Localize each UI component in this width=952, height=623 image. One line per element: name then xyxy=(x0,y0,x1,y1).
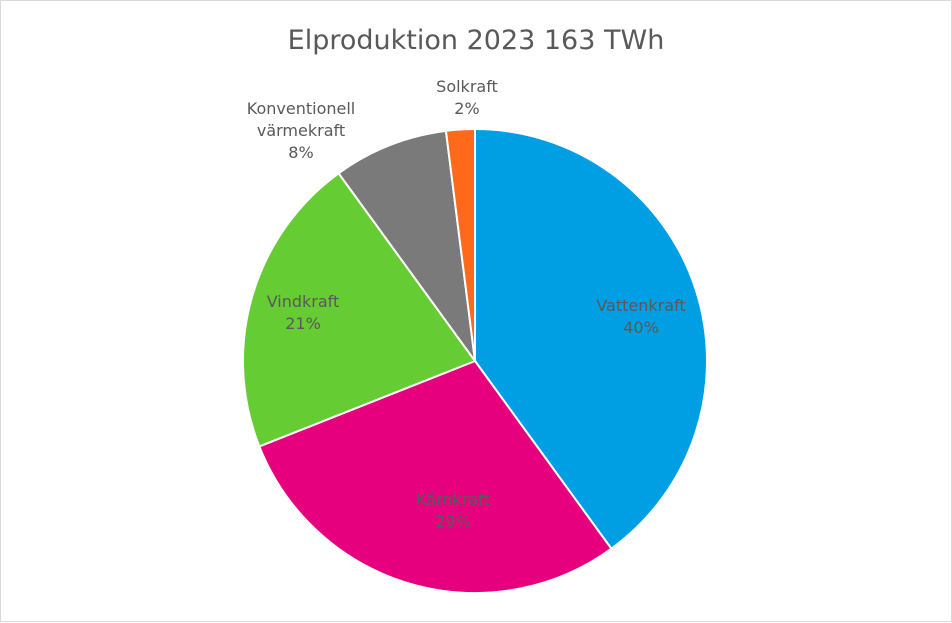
label-pct: 29% xyxy=(435,512,471,531)
label-pct: 2% xyxy=(454,99,480,118)
pie-slice-vattenkraft xyxy=(474,127,708,551)
label-name-line2: värmekraft xyxy=(256,121,346,140)
label-vattenkraft: Vattenkraft 40% xyxy=(596,295,685,339)
pie-slice-solkraft xyxy=(444,127,476,362)
label-pct: 21% xyxy=(285,314,321,333)
label-name: Kärnkraft xyxy=(416,490,490,509)
label-solkraft: Solkraft 2% xyxy=(436,76,498,120)
label-karnkraft: Kärnkraft 29% xyxy=(416,489,490,533)
pie-slice-vindkraft xyxy=(242,171,477,448)
label-name: Vindkraft xyxy=(266,292,340,311)
label-pct: 8% xyxy=(288,143,314,162)
label-konventionell-varmekraft: Konventionell värmekraft 8% xyxy=(247,98,355,164)
label-name: Vattenkraft xyxy=(596,296,686,315)
chart-title: Elproduktion 2023 163 TWh xyxy=(287,25,665,56)
label-pct: 40% xyxy=(623,318,659,337)
label-vindkraft: Vindkraft 21% xyxy=(267,291,340,335)
label-name-line1: Konventionell xyxy=(246,99,356,118)
pie-slice-konventionell-v-rmekraft xyxy=(337,129,476,362)
label-name: Solkraft xyxy=(436,77,498,96)
pie-slice-k-rnkraft xyxy=(257,359,613,594)
